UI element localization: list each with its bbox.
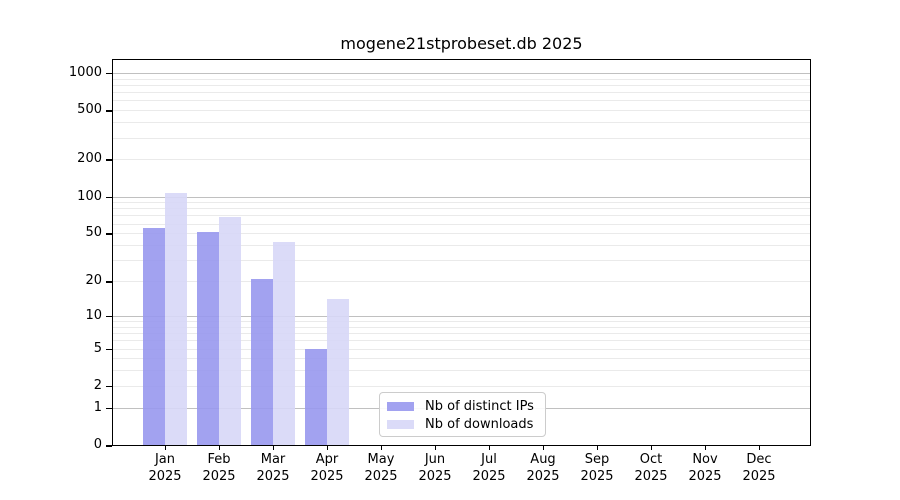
y-tick-label-500: 500 xyxy=(77,102,102,118)
x-tick-mar xyxy=(272,445,274,450)
x-tick-jul xyxy=(488,445,490,450)
y-tick-50 xyxy=(106,233,112,235)
y-tick-label-2: 2 xyxy=(93,377,102,393)
x-tick-feb xyxy=(218,445,220,450)
y-tick-label-200: 200 xyxy=(77,151,102,167)
bar-mar-downloads xyxy=(273,242,295,445)
x-tick-jan xyxy=(164,445,166,450)
legend-swatch-downloads xyxy=(387,419,414,429)
x-tick-label-feb: Feb 2025 xyxy=(202,452,236,484)
bar-jan-downloads xyxy=(165,193,187,445)
y-tick-label-10: 10 xyxy=(85,307,102,323)
y-tick-100 xyxy=(106,196,112,198)
x-tick-label-jan: Jan 2025 xyxy=(148,452,182,484)
gridline-y-20 xyxy=(113,281,810,282)
gridline-y-50 xyxy=(113,233,810,235)
y-tick-1 xyxy=(106,407,112,410)
x-tick-nov xyxy=(704,445,706,450)
x-tick-dec xyxy=(758,445,760,450)
gridline-y-80 xyxy=(113,208,810,210)
y-tick-label-50: 50 xyxy=(85,225,102,241)
gridline-y-5 xyxy=(113,348,810,350)
y-tick-10 xyxy=(106,315,112,318)
y-tick-200 xyxy=(106,159,112,161)
gridline-y-400 xyxy=(113,122,810,124)
gridline-y-800 xyxy=(113,84,810,86)
gridline-y-30 xyxy=(113,260,810,262)
plot-area xyxy=(112,59,811,446)
bar-feb-downloads xyxy=(219,217,241,445)
gridline-y-8 xyxy=(113,326,810,328)
y-tick-label-0: 0 xyxy=(93,437,102,452)
x-tick-label-jun: Jun 2025 xyxy=(418,452,452,484)
gridline-y-7 xyxy=(113,333,810,334)
x-tick-oct xyxy=(650,445,652,450)
y-tick-20 xyxy=(106,281,112,283)
gridline-y-4 xyxy=(113,358,810,360)
x-tick-label-sep: Sep 2025 xyxy=(580,452,614,484)
bar-apr-downloads xyxy=(327,299,349,445)
y-tick-label-1: 1 xyxy=(93,399,102,415)
gridline-y-1000 xyxy=(113,72,810,74)
gridline-y-10 xyxy=(113,315,810,317)
gridline-y-900 xyxy=(113,78,810,80)
gridline-y-40 xyxy=(113,245,810,246)
gridline-y-200 xyxy=(113,159,810,161)
y-tick-label-5: 5 xyxy=(93,340,102,356)
legend: Nb of distinct IPs Nb of downloads xyxy=(379,392,546,437)
gridline-y-6 xyxy=(113,340,810,342)
bar-mar-distinct-ips xyxy=(251,278,273,445)
chart-title: mogene21stprobeset.db 2025 xyxy=(340,34,583,53)
y-tick-500 xyxy=(106,110,112,112)
gridline-y-100 xyxy=(113,196,810,198)
x-tick-label-dec: Dec 2025 xyxy=(742,452,776,484)
y-tick-5 xyxy=(106,348,112,350)
legend-item-distinct-ips: Nb of distinct IPs xyxy=(387,397,536,415)
gridline-y-300 xyxy=(113,137,810,139)
legend-label-distinct-ips: Nb of distinct IPs xyxy=(425,398,534,414)
y-tick-label-100: 100 xyxy=(77,188,102,204)
bar-apr-distinct-ips xyxy=(305,348,327,445)
x-tick-aug xyxy=(542,445,544,450)
x-tick-label-mar: Mar 2025 xyxy=(256,452,290,484)
y-tick-label-20: 20 xyxy=(85,273,102,288)
gridline-y-500 xyxy=(113,110,810,112)
x-tick-label-apr: Apr 2025 xyxy=(310,452,344,484)
gridline-y-3 xyxy=(113,370,810,372)
y-tick-1000 xyxy=(106,72,112,75)
bar-jan-distinct-ips xyxy=(143,228,165,445)
gridline-y-60 xyxy=(113,223,810,225)
legend-swatch-distinct-ips xyxy=(387,401,414,411)
legend-item-downloads: Nb of downloads xyxy=(387,415,536,433)
gridline-y-700 xyxy=(113,92,810,94)
x-tick-apr xyxy=(326,445,328,450)
gridline-y-2 xyxy=(113,385,810,387)
y-tick-0 xyxy=(106,445,112,447)
bar-feb-distinct-ips xyxy=(197,232,219,445)
x-tick-label-nov: Nov 2025 xyxy=(688,452,722,484)
x-tick-label-may: May 2025 xyxy=(364,452,398,484)
y-tick-2 xyxy=(106,385,112,388)
x-tick-label-jul: Jul 2025 xyxy=(472,452,506,484)
x-tick-label-oct: Oct 2025 xyxy=(634,452,668,484)
gridline-y-9 xyxy=(113,321,810,322)
x-tick-may xyxy=(380,445,382,450)
gridline-y-90 xyxy=(113,202,810,204)
gridline-y-70 xyxy=(113,215,810,217)
x-tick-jun xyxy=(434,445,436,450)
y-tick-label-1000: 1000 xyxy=(68,64,102,80)
x-tick-label-aug: Aug 2025 xyxy=(526,452,560,484)
gridline-y-600 xyxy=(113,100,810,102)
legend-label-downloads: Nb of downloads xyxy=(425,416,534,432)
x-tick-sep xyxy=(596,445,598,450)
